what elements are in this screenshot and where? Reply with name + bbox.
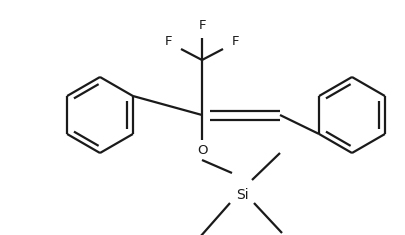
Text: O: O: [197, 144, 207, 157]
Text: F: F: [232, 35, 240, 47]
Text: F: F: [198, 19, 206, 31]
Text: Si: Si: [236, 188, 248, 202]
Text: F: F: [164, 35, 172, 47]
